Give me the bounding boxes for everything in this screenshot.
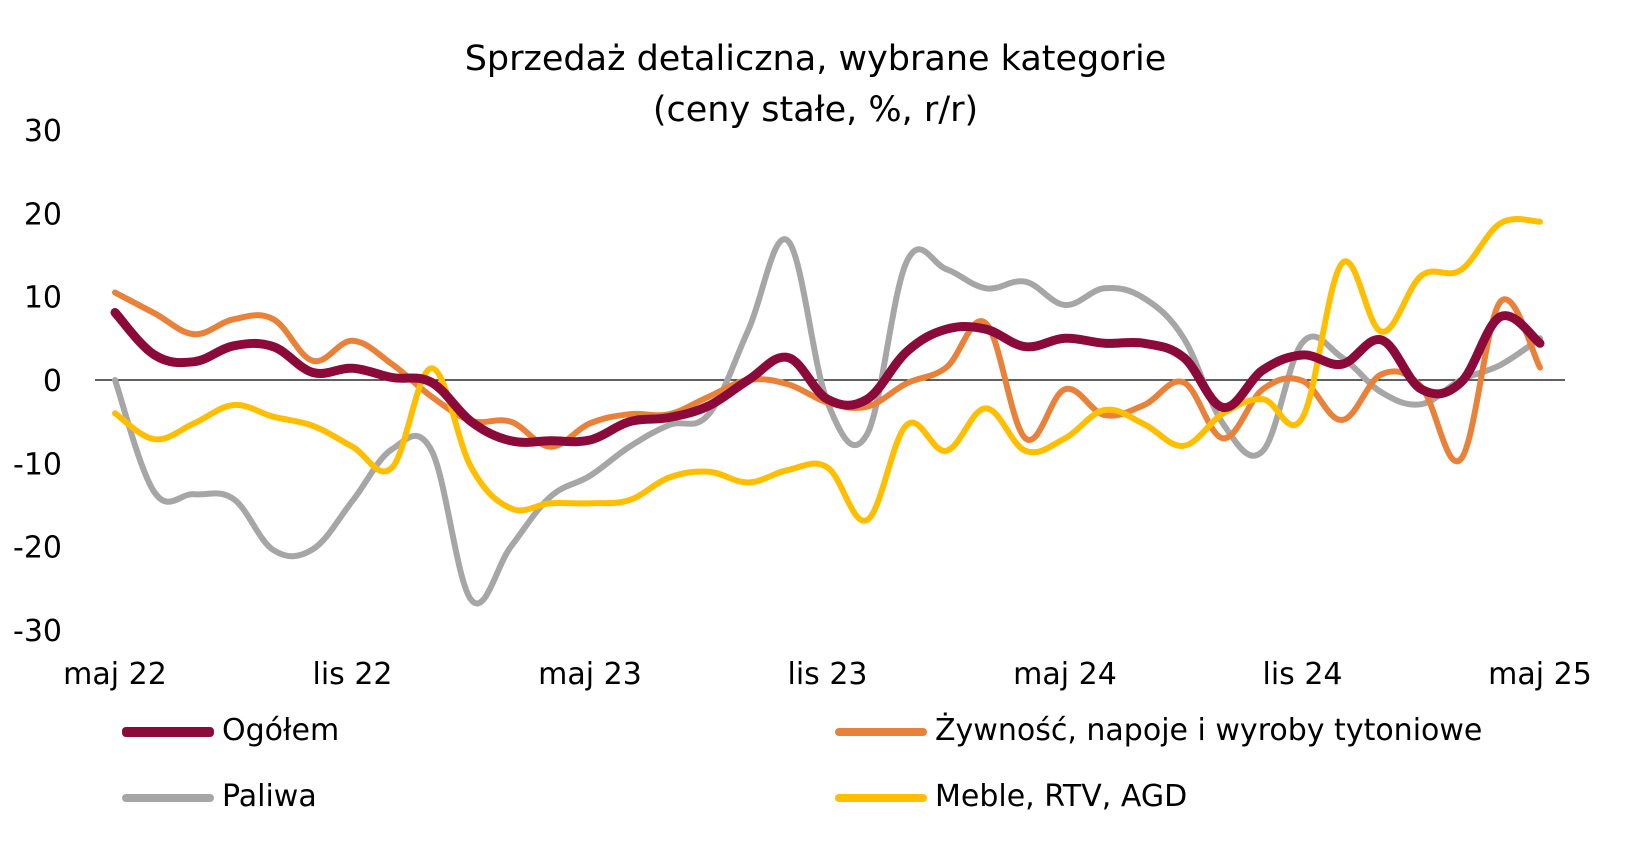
x-tick-label: maj 22 <box>63 657 167 692</box>
x-tick-label: lis 22 <box>312 657 392 692</box>
y-tick-label: -10 <box>13 447 62 482</box>
legend-label: Meble, RTV, AGD <box>935 779 1188 814</box>
x-axis-tick-labels: maj 22 lis 22 maj 23 lis 23 maj 24 lis 24 maj … <box>63 657 1592 692</box>
legend-label: Żywność, napoje i wyroby tytoniowe <box>935 713 1483 748</box>
chart-title: Sprzedaż detaliczna, wybrane kategorie <box>464 39 1167 79</box>
legend-swatch-meble <box>835 794 927 802</box>
legend-label: Paliwa <box>222 779 317 814</box>
legend-swatch-ogolem <box>122 727 214 737</box>
series-line-2 <box>112 236 1543 607</box>
x-tick-label: maj 23 <box>538 657 642 692</box>
x-tick-label: lis 23 <box>787 657 867 692</box>
y-tick-label: -30 <box>13 614 62 649</box>
chart-subtitle: (ceny stałe, %, r/r) <box>652 90 979 130</box>
series-lines <box>110 216 1545 607</box>
x-tick-label: maj 24 <box>1013 657 1117 692</box>
y-axis-tick-labels: 30 20 10 0 -10 -20 -30 <box>13 114 62 649</box>
legend-label: Ogółem <box>222 713 340 748</box>
y-tick-label: 30 <box>24 114 62 149</box>
legend-swatch-zywnosc <box>835 728 927 736</box>
y-tick-label: 10 <box>24 281 62 316</box>
series-line-3 <box>112 216 1543 524</box>
y-tick-label: 20 <box>24 197 62 232</box>
y-tick-label: 0 <box>43 364 62 399</box>
series-line-1 <box>112 289 1543 465</box>
series-line-0 <box>110 308 1545 447</box>
x-tick-label: lis 24 <box>1262 657 1342 692</box>
legend-swatch-paliwa <box>122 794 214 802</box>
x-tick-label: maj 25 <box>1488 657 1592 692</box>
y-tick-label: -20 <box>13 531 62 566</box>
